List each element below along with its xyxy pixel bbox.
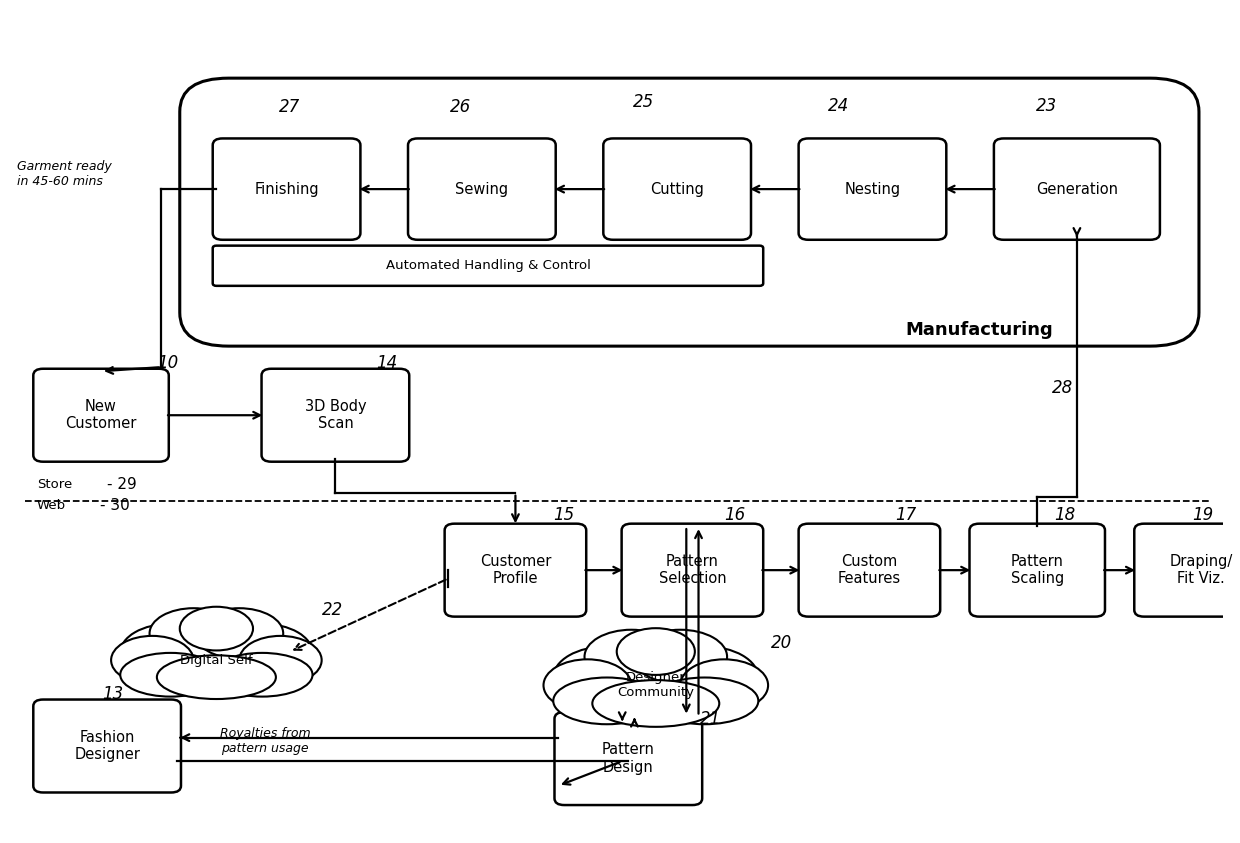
Text: Royalties from
pattern usage: Royalties from pattern usage [219, 728, 310, 755]
Ellipse shape [584, 630, 678, 684]
Ellipse shape [553, 678, 661, 724]
Text: Digital Self: Digital Self [180, 653, 253, 667]
FancyBboxPatch shape [1135, 524, 1240, 616]
Ellipse shape [196, 608, 283, 658]
Text: - 29: - 29 [107, 477, 136, 491]
Text: Store: Store [37, 478, 72, 491]
Ellipse shape [239, 636, 321, 685]
FancyBboxPatch shape [604, 138, 751, 239]
Text: Automated Handling & Control: Automated Handling & Control [386, 260, 590, 272]
Text: Web: Web [37, 499, 66, 512]
Ellipse shape [157, 655, 275, 699]
Ellipse shape [120, 652, 221, 696]
Ellipse shape [616, 628, 694, 675]
Ellipse shape [150, 608, 237, 658]
FancyBboxPatch shape [970, 524, 1105, 616]
Text: - 30: - 30 [100, 497, 130, 513]
Ellipse shape [593, 649, 719, 722]
Text: Customer
Profile: Customer Profile [480, 554, 551, 587]
Ellipse shape [180, 607, 253, 651]
Text: 23: 23 [1035, 97, 1056, 115]
Text: Manufacturing: Manufacturing [905, 321, 1053, 339]
Ellipse shape [681, 659, 768, 711]
FancyBboxPatch shape [554, 712, 702, 805]
Text: Nesting: Nesting [844, 181, 900, 196]
Ellipse shape [651, 678, 759, 724]
Ellipse shape [120, 624, 221, 682]
Text: Garment ready
in 45-60 mins: Garment ready in 45-60 mins [17, 160, 112, 189]
Text: Custom
Features: Custom Features [838, 554, 901, 587]
Ellipse shape [212, 652, 312, 696]
Text: 25: 25 [632, 93, 655, 110]
Text: 15: 15 [553, 507, 575, 524]
Text: 28: 28 [1052, 379, 1073, 397]
Text: Sewing: Sewing [455, 181, 508, 196]
FancyBboxPatch shape [994, 138, 1159, 239]
FancyBboxPatch shape [213, 245, 763, 286]
Ellipse shape [112, 636, 193, 685]
Text: 14: 14 [377, 354, 398, 372]
Text: 24: 24 [828, 97, 849, 115]
Text: 26: 26 [450, 99, 471, 116]
Text: 21: 21 [701, 710, 722, 728]
Text: Pattern
Selection: Pattern Selection [658, 554, 727, 587]
Text: Draping/
Fit Viz.: Draping/ Fit Viz. [1169, 554, 1233, 587]
Text: Generation: Generation [1035, 181, 1118, 196]
Text: 10: 10 [157, 354, 179, 372]
Text: 3D Body
Scan: 3D Body Scan [305, 399, 366, 432]
Ellipse shape [543, 659, 631, 711]
FancyBboxPatch shape [799, 524, 940, 616]
Text: New
Customer: New Customer [66, 399, 136, 432]
Text: Fashion
Designer: Fashion Designer [74, 730, 140, 762]
Text: 17: 17 [895, 507, 916, 524]
Text: Pattern
Scaling: Pattern Scaling [1011, 554, 1064, 587]
Ellipse shape [212, 624, 312, 682]
Text: 16: 16 [724, 507, 745, 524]
Text: Pattern
Design: Pattern Design [601, 743, 655, 775]
FancyBboxPatch shape [213, 138, 361, 239]
FancyBboxPatch shape [445, 524, 587, 616]
FancyBboxPatch shape [408, 138, 556, 239]
FancyBboxPatch shape [33, 368, 169, 462]
Text: 20: 20 [771, 635, 792, 652]
Ellipse shape [553, 647, 661, 709]
Text: 22: 22 [321, 601, 343, 619]
Ellipse shape [651, 647, 759, 709]
Ellipse shape [634, 630, 727, 684]
Text: Designer
Community: Designer Community [618, 671, 694, 700]
Text: Finishing: Finishing [254, 181, 319, 196]
FancyBboxPatch shape [262, 368, 409, 462]
Ellipse shape [157, 626, 275, 694]
Ellipse shape [593, 680, 719, 727]
Text: 18: 18 [1054, 507, 1075, 524]
Text: 19: 19 [1192, 507, 1213, 524]
FancyBboxPatch shape [33, 700, 181, 792]
FancyBboxPatch shape [621, 524, 763, 616]
Text: 13: 13 [102, 685, 123, 703]
FancyBboxPatch shape [799, 138, 946, 239]
FancyBboxPatch shape [180, 78, 1199, 346]
Text: Cutting: Cutting [650, 181, 704, 196]
Text: 27: 27 [279, 99, 300, 116]
